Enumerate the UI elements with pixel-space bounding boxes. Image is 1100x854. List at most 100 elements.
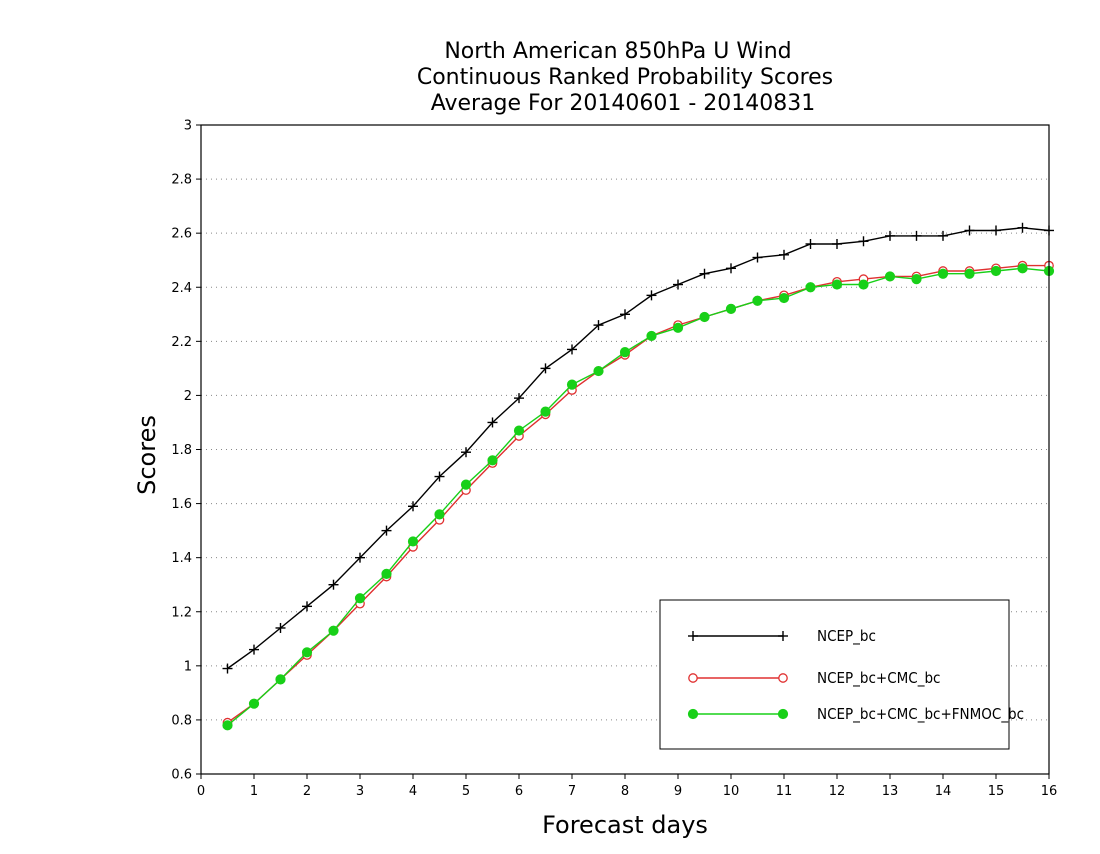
data-point — [487, 417, 498, 428]
x-tick-label: 4 — [409, 784, 417, 799]
legend-entry: NCEP_bc+CMC_bc — [688, 669, 940, 688]
data-point — [514, 393, 524, 404]
data-point — [991, 225, 1001, 236]
data-point — [566, 379, 578, 390]
x-tick-label: 11 — [776, 784, 793, 799]
data-point — [990, 265, 1002, 277]
x-tick-label: 3 — [356, 784, 364, 799]
x-tick-label: 8 — [621, 784, 629, 799]
legend-marker — [687, 708, 699, 720]
data-point — [487, 455, 498, 466]
data-point — [434, 471, 445, 482]
data-point — [354, 593, 366, 604]
y-tick-label: 0.8 — [171, 713, 192, 728]
chart-title-line-2: Continuous Ranked Probability Scores — [417, 65, 833, 90]
chart-title-line-3: Average For 20140601 - 20140831 — [431, 91, 816, 116]
x-tick-label: 10 — [723, 784, 740, 799]
data-point — [540, 406, 551, 417]
legend-marker — [778, 673, 788, 683]
data-point — [407, 536, 419, 547]
legend-marker — [688, 673, 698, 683]
data-point — [884, 271, 896, 282]
data-point — [938, 230, 948, 241]
data-point — [355, 552, 365, 563]
data-point — [275, 622, 286, 633]
data-point — [725, 303, 737, 314]
data-point — [646, 290, 657, 301]
data-point — [1017, 222, 1028, 233]
legend-marker — [778, 631, 788, 641]
legend-marker — [688, 631, 698, 641]
legend-entry: NCEP_bc+CMC_bc+FNMOC_bc — [687, 705, 1024, 724]
data-point — [752, 252, 763, 263]
plot-frame — [200, 124, 1050, 775]
data-point — [778, 292, 790, 304]
data-point — [937, 268, 949, 279]
data-point — [699, 268, 710, 279]
legend-label: NCEP_bc+CMC_bc+FNMOC_bc — [817, 705, 1024, 724]
legend-box — [659, 599, 1010, 750]
data-point — [831, 279, 843, 290]
axis-ticks: 0.60.811.21.41.61.822.22.42.62.830 1 2 3 4 5 6… — [171, 119, 1057, 800]
data-point — [619, 347, 631, 358]
data-point — [567, 344, 577, 355]
legend-label: NCEP_bc+CMC_bc — [817, 669, 940, 688]
data-point — [461, 447, 471, 458]
x-tick-label: 6 — [515, 784, 523, 799]
data-point — [832, 238, 842, 249]
data-point — [222, 720, 233, 731]
x-tick-label: 14 — [935, 784, 952, 799]
y-tick-label: 1.8 — [171, 443, 192, 458]
legend-marker — [777, 708, 789, 720]
data-point — [593, 320, 604, 331]
data-point — [328, 625, 339, 636]
data-point — [964, 268, 975, 279]
data-point — [381, 525, 392, 536]
data-point — [858, 279, 869, 290]
data-point — [885, 230, 895, 241]
x-tick-label: 2 — [303, 784, 311, 799]
data-point — [805, 238, 816, 249]
data-point — [328, 579, 339, 590]
y-tick-label: 0.6 — [171, 768, 192, 783]
x-tick-label: 5 — [462, 784, 470, 799]
x-tick-label: 13 — [882, 784, 899, 799]
data-point — [646, 330, 657, 342]
x-tick-label: 12 — [829, 784, 846, 799]
series-1 — [222, 222, 1054, 674]
data-point — [673, 279, 683, 290]
legend-label: NCEP_bc — [817, 627, 876, 646]
y-tick-label: 2.6 — [171, 227, 192, 242]
y-tick-label: 2.2 — [171, 335, 192, 350]
y-tick-label: 1.4 — [171, 551, 192, 566]
x-tick-label: 0 — [197, 784, 205, 799]
data-point — [540, 363, 551, 374]
data-point — [408, 501, 418, 512]
x-tick-label: 9 — [674, 784, 682, 799]
data-point — [593, 365, 604, 377]
legend-entry: NCEP_bc — [688, 627, 876, 646]
x-tick-label: 15 — [988, 784, 1005, 799]
data-point — [248, 698, 260, 709]
x-axis-label: Forecast days — [542, 811, 708, 839]
series-3 — [222, 263, 1055, 731]
data-point — [672, 322, 684, 333]
data-point — [911, 230, 922, 241]
data-point — [726, 263, 736, 274]
data-point — [302, 601, 312, 612]
data-point — [1017, 263, 1028, 274]
data-point — [381, 568, 392, 579]
data-point — [964, 225, 975, 236]
y-tick-label: 2.4 — [171, 281, 192, 296]
data-point — [513, 425, 525, 436]
data-point — [752, 295, 763, 306]
y-tick-label: 1 — [184, 659, 192, 674]
y-tick-label: 3 — [184, 119, 192, 134]
data-point — [222, 663, 233, 674]
data-point — [301, 647, 313, 658]
data-point — [699, 311, 710, 323]
data-point — [460, 479, 472, 490]
y-tick-label: 1.6 — [171, 497, 192, 512]
